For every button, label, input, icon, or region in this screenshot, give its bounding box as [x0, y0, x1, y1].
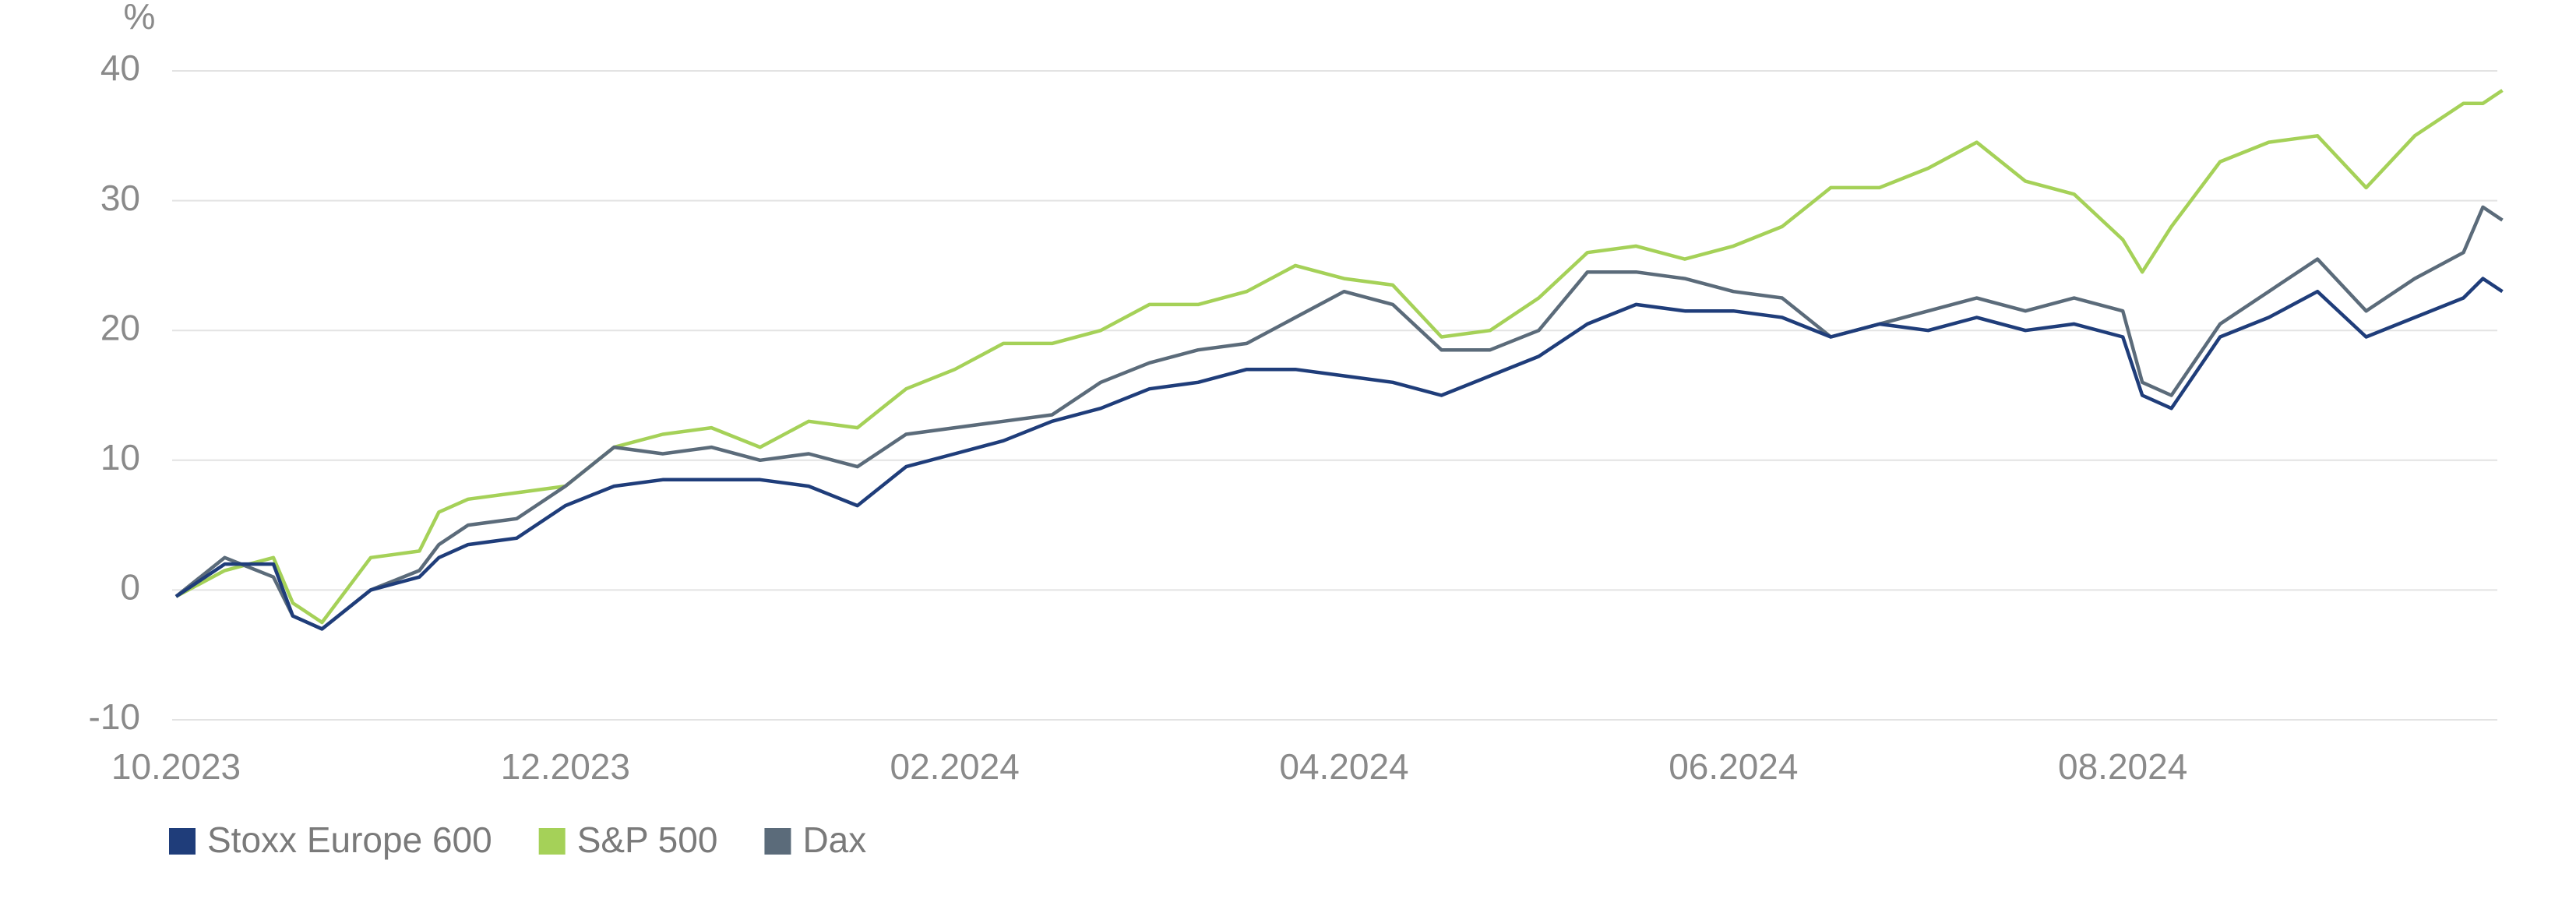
x-tick-label: 08.2024	[2058, 746, 2187, 787]
x-tick-label: 02.2024	[890, 746, 1020, 787]
legend-swatch	[538, 828, 566, 855]
y-tick-label: 10	[100, 437, 140, 478]
x-tick-label: 06.2024	[1669, 746, 1798, 787]
y-unit: %	[124, 0, 156, 37]
series-line	[174, 277, 2504, 631]
legend-label: Stoxx Europe 600	[207, 820, 492, 860]
y-tick-label: 20	[100, 307, 140, 347]
x-tick-label: 04.2024	[1279, 746, 1408, 787]
y-tick-label: -10	[89, 696, 140, 737]
x-tick-label: 10.2023	[111, 746, 241, 787]
legend-swatch	[764, 828, 791, 855]
series-line	[174, 89, 2504, 625]
series-line	[174, 205, 2504, 631]
y-tick-label: 30	[100, 178, 140, 218]
legend-swatch	[169, 828, 196, 855]
y-tick-label: 0	[120, 567, 140, 608]
y-tick-label: 40	[100, 48, 140, 88]
x-tick-label: 12.2023	[501, 746, 630, 787]
legend-label: S&P 500	[577, 820, 718, 860]
legend-label: Dax	[802, 820, 866, 860]
